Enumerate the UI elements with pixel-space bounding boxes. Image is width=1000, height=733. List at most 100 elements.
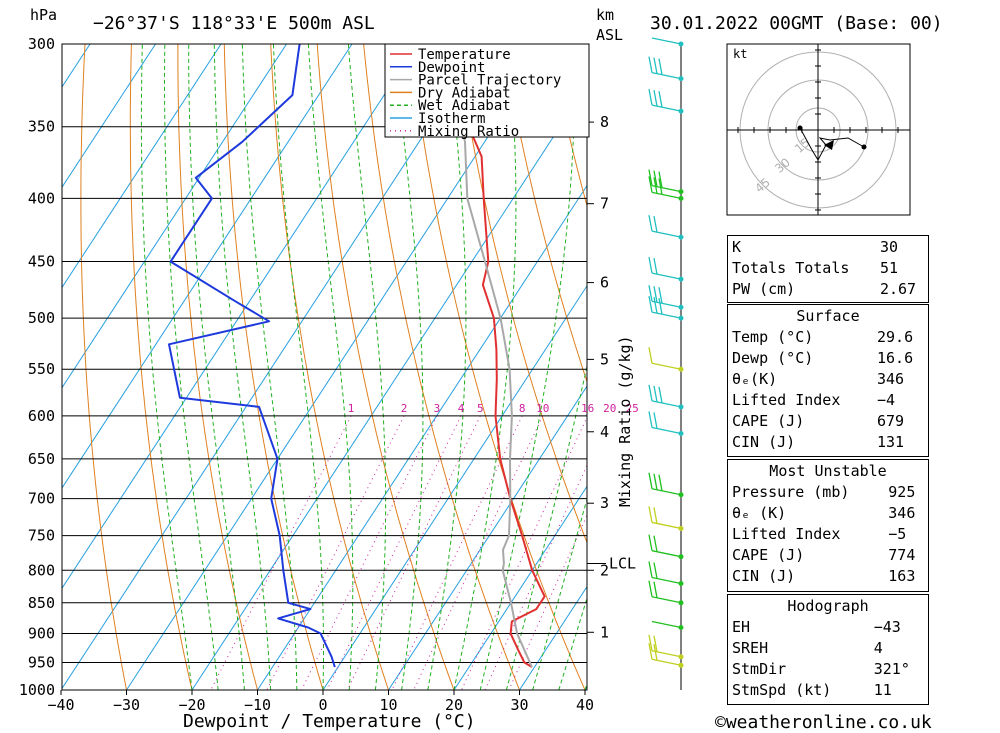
wind-level-dot: [678, 76, 684, 82]
wind-level-dot: [678, 600, 684, 606]
wind-barb: [648, 89, 684, 114]
surface-value: 346: [877, 370, 905, 388]
credit-label: ©weatheronline.co.uk: [715, 712, 932, 733]
wind-level-dot: [678, 195, 684, 201]
most-unstable-title: Most Unstable: [769, 462, 887, 480]
wind-barb: [648, 580, 684, 606]
wind-barb-feather: [648, 506, 653, 523]
height-tick-label: 2: [600, 561, 609, 579]
wind-barb-feather: [648, 215, 653, 232]
hodograph-value: 4: [873, 639, 883, 657]
wind-barb-feather: [648, 411, 653, 428]
x-tick-label: 20: [445, 696, 463, 714]
x-tick-label: 0: [318, 696, 327, 714]
index-label: Totals Totals: [732, 259, 850, 277]
wind-barb: [648, 295, 684, 321]
mixing-ratio-label: 8: [519, 402, 526, 415]
index-value: 2.67: [879, 280, 917, 298]
hodograph-value: 11: [873, 681, 892, 699]
plot-frame: [61, 43, 588, 691]
wind-barb-feather: [648, 295, 653, 313]
wind-barb-feather: [648, 56, 653, 73]
surface-title: Surface: [796, 307, 860, 325]
wind-barb-feather: [648, 169, 653, 186]
wind-level-dot: [678, 189, 684, 195]
surface-label: Lifted Index: [732, 391, 841, 409]
wind-barb: [648, 634, 684, 660]
wind-barb-feather: [648, 384, 653, 402]
mixing-ratio-label: 5: [477, 402, 484, 415]
surface-value: 16.6: [877, 349, 914, 367]
wind-barb: [648, 176, 684, 201]
pressure-tick-label: 500: [28, 309, 55, 327]
surface-label: Dewp (°C): [732, 349, 814, 367]
wind-barb-feather: [653, 170, 658, 187]
table-row: SREH 4: [728, 638, 928, 659]
wind-barb-feather: [653, 90, 658, 107]
height-tick-label: 5: [600, 350, 609, 368]
surface-label: CAPE (J): [732, 412, 805, 430]
table-row: Most Unstable: [728, 461, 928, 482]
location-label: −26°37'S 118°33'E 500m ASL: [93, 13, 375, 34]
table-row: PW (cm) 2.67: [728, 279, 928, 300]
profiles: [168, 44, 546, 668]
index-value: 30: [879, 238, 898, 256]
wind-barb: [648, 347, 684, 372]
wind-barb-feather: [658, 474, 663, 491]
x-axis-label: Dewpoint / Temperature (°C): [183, 711, 476, 732]
wind-barb: [648, 643, 684, 668]
mixing-ratio-label: 2: [401, 402, 408, 415]
wind-barb-feather: [648, 285, 653, 302]
isotherm-line: [62, 44, 287, 389]
most-unstable-label: θₑ (K): [732, 504, 787, 522]
hodograph-table: Hodograph EH −43 SREH 4 StmDir 321° StmSpd …: [728, 596, 928, 701]
hodograph-unit-label: kt: [733, 47, 747, 61]
wind-level-dot: [678, 315, 684, 321]
table-row: Surface: [728, 306, 928, 327]
wind-level-dot: [678, 581, 684, 587]
pressure-tick-label: 600: [28, 407, 55, 425]
legend-entry: Dry Adiabat: [418, 85, 511, 101]
dry-adiabat-line: [80, 44, 127, 690]
dewpoint-line: [168, 44, 336, 668]
wind-barb-feather: [653, 177, 658, 194]
wind-barb-feather: [648, 561, 653, 578]
pressure-tick-label: 750: [28, 527, 55, 545]
surface-value: 679: [877, 412, 905, 430]
table-row: Dewp (°C) 16.6: [728, 348, 928, 369]
index-value: 51: [879, 259, 898, 277]
wet-adiabat-line: [479, 44, 576, 690]
axis-labels: 3003504004505005506006507007508008509009…: [19, 35, 594, 714]
wind-barb-feather: [658, 297, 663, 315]
indices-table: K 30 Totals Totals 51 PW (cm) 2.67: [728, 237, 928, 300]
wind-profile: [648, 37, 684, 690]
wet-adiabat-line: [272, 44, 324, 690]
wind-barb-feather: [648, 472, 653, 489]
mixing-ratio-label: 16: [581, 402, 594, 415]
mixing-ratio-line: [484, 464, 587, 690]
wind-barb-feather: [648, 257, 653, 274]
pressure-tick-label: 850: [28, 594, 55, 612]
surface-box: Surface Temp (°C) 29.6 Dewp (°C) 16.6 θₑ(K…: [727, 304, 929, 457]
wind-barb-feather: [648, 347, 653, 364]
pressure-tick-label: 350: [28, 118, 55, 136]
hodograph-value: 321°: [873, 660, 910, 678]
height-tick-label: 6: [600, 274, 609, 292]
isotherm-line: [388, 385, 587, 690]
mixing-ratio-label: 10: [536, 402, 549, 415]
wind-barb-feather: [653, 635, 658, 652]
most-unstable-value: −5: [888, 525, 907, 543]
wind-level-dot: [678, 366, 684, 372]
most-unstable-box: Most Unstable Pressure (mb) 925 θₑ (K) 346…: [727, 459, 929, 592]
hodograph-label: EH: [732, 618, 751, 636]
wind-barb-feather: [653, 412, 658, 429]
wind-barb: [648, 285, 684, 310]
pressure-tick-label: 650: [28, 450, 55, 468]
wind-level-dot: [678, 234, 684, 240]
wind-barb-feather: [653, 562, 658, 579]
wind-barb: [651, 620, 684, 630]
isotherm-line: [62, 44, 484, 690]
mixing-ratio-axis-label: Mixing Ratio (g/kg): [616, 335, 634, 507]
